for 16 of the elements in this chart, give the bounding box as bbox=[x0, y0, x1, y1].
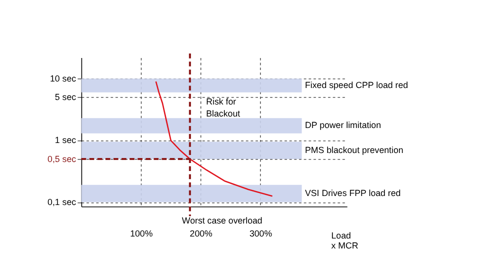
x-axis-title: Load x MCR bbox=[331, 230, 358, 251]
band-label: PMS blackout prevention bbox=[305, 144, 404, 155]
band-label: Fixed speed CPP load red bbox=[305, 80, 408, 90]
y-tick-label: 5 sec bbox=[54, 92, 77, 102]
y-tick-label: 0,5 sec bbox=[48, 154, 77, 164]
y-tick-label: 1 sec bbox=[54, 135, 77, 146]
annotation: Risk for Blackout bbox=[206, 96, 241, 119]
x-tick-label: 300% bbox=[249, 228, 272, 239]
x-tick-label: 200% bbox=[190, 228, 213, 239]
line-series bbox=[155, 80, 273, 197]
band-label: VSI Drives FPP load red bbox=[305, 188, 401, 198]
band-label: DP power limitation bbox=[305, 120, 382, 130]
y-tick-label: 0,1 sec bbox=[48, 196, 77, 207]
ref-line-label: Worst case overload bbox=[182, 215, 262, 226]
x-tick-label: 100% bbox=[130, 228, 153, 239]
y-tick-label: 10 sec bbox=[50, 74, 77, 84]
